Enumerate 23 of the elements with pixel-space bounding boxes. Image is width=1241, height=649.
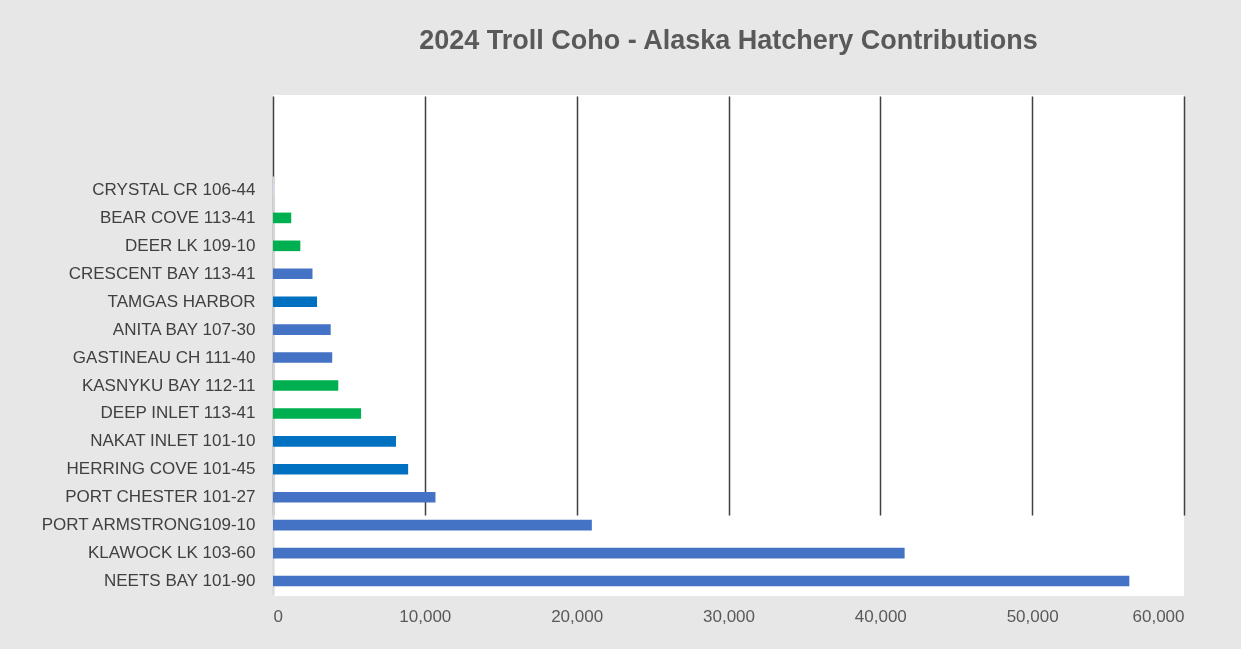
y-tick-label: CRESCENT BAY 113-41 bbox=[68, 263, 256, 283]
y-tick-label: TAMGAS HARBOR bbox=[107, 291, 256, 311]
y-tick-label: PORT CHESTER 101-27 bbox=[65, 487, 256, 507]
y-tick-label: ANITA BAY 107-30 bbox=[112, 319, 256, 339]
x-tick-label: 10,000 bbox=[399, 606, 452, 626]
y-tick-label: PORT ARMSTRONG109-10 bbox=[41, 515, 256, 535]
y-tick-label: KASNYKU BAY 112-11 bbox=[81, 375, 256, 395]
x-tick-label: 30,000 bbox=[703, 606, 755, 626]
x-tick-label: 20,000 bbox=[551, 606, 604, 626]
y-tick-label: HERRING COVE 101-45 bbox=[66, 459, 256, 479]
x-tick-label: 0 bbox=[273, 606, 283, 626]
y-tick-label: CRYSTAL CR 106-44 bbox=[92, 179, 256, 199]
x-tick-label: 60,000 bbox=[1132, 606, 1185, 626]
x-tick-label: 50,000 bbox=[1006, 606, 1059, 626]
y-tick-label: KLAWOCK LK 103-60 bbox=[87, 543, 256, 563]
y-tick-label: DEER LK 109-10 bbox=[125, 235, 256, 255]
y-tick-label: BEAR COVE 113-41 bbox=[99, 207, 256, 227]
x-tick-label: 40,000 bbox=[854, 606, 907, 626]
y-tick-label: NAKAT INLET 101-10 bbox=[90, 431, 256, 451]
y-tick-label: NEETS BAY 101-90 bbox=[103, 571, 256, 591]
chart-title: 2024 Troll Coho - Alaska Hatchery Contributions bbox=[419, 25, 1038, 55]
y-tick-label: GASTINEAU CH 111-40 bbox=[72, 347, 256, 367]
y-tick-label: DEEP INLET 113-41 bbox=[100, 403, 256, 423]
